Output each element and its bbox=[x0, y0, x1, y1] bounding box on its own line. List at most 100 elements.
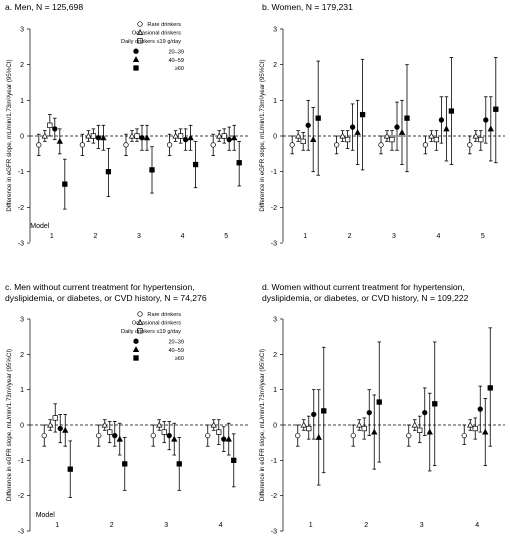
model-category-label: 4 bbox=[436, 233, 440, 240]
legend-label: Occasional drinkers bbox=[132, 31, 181, 37]
legend-label: ≥60 bbox=[175, 356, 184, 362]
legend-label: 20–39 bbox=[168, 49, 184, 55]
data-point bbox=[366, 409, 372, 416]
panel-title: b. Women, N = 179,231 bbox=[262, 2, 353, 13]
data-point bbox=[406, 432, 412, 439]
y-tick-label: -1 bbox=[18, 458, 24, 465]
y-tick-label: 1 bbox=[273, 387, 277, 394]
data-point bbox=[417, 427, 423, 433]
data-point bbox=[389, 136, 395, 143]
data-point bbox=[52, 126, 58, 132]
y-tick-label: -2 bbox=[271, 205, 277, 212]
data-point bbox=[192, 161, 199, 168]
y-tick-label: 0 bbox=[273, 134, 277, 141]
y-tick-label: 2 bbox=[20, 62, 24, 69]
data-point bbox=[404, 115, 410, 121]
y-axis-label: Difference in eGFR slope, mL/min/1.73m²/… bbox=[259, 349, 266, 501]
data-point bbox=[371, 428, 378, 435]
data-point bbox=[176, 461, 182, 467]
data-point bbox=[41, 432, 47, 439]
data-point bbox=[172, 132, 179, 139]
data-point bbox=[438, 117, 445, 123]
data-point bbox=[101, 421, 108, 428]
legend-label: 20–39 bbox=[168, 339, 184, 345]
data-point bbox=[487, 125, 494, 132]
y-tick-label: -3 bbox=[18, 241, 24, 248]
data-point bbox=[306, 425, 312, 432]
y-tick-label: -3 bbox=[18, 529, 24, 536]
data-point bbox=[56, 137, 63, 144]
data-point bbox=[128, 132, 136, 139]
data-point bbox=[422, 409, 428, 416]
data-point bbox=[210, 142, 216, 148]
legend-label: Rare drinkers bbox=[147, 22, 181, 28]
data-point bbox=[112, 432, 118, 439]
data-point bbox=[62, 426, 69, 433]
y-tick-label: -3 bbox=[271, 529, 277, 536]
data-point bbox=[210, 421, 217, 428]
panel-a: 3 2 1 0 -1 -2 -3 Difference in eGFR slope, mL/m… bbox=[6, 21, 248, 248]
data-point bbox=[310, 136, 317, 143]
y-tick-label: 1 bbox=[20, 387, 24, 394]
legend-marker bbox=[133, 65, 139, 71]
data-point bbox=[166, 142, 173, 148]
y-tick-label: 2 bbox=[20, 352, 24, 359]
legend-marker bbox=[137, 328, 143, 334]
data-point bbox=[300, 138, 306, 145]
data-point bbox=[432, 401, 438, 407]
data-point bbox=[90, 133, 97, 139]
y-tick-label: 3 bbox=[273, 27, 277, 34]
panel-title-line: dyslipidemia, or diabetes, or CVD histor… bbox=[5, 293, 207, 303]
panel-title-line: b. Women, N = 179,231 bbox=[262, 2, 353, 12]
y-tick-label: 2 bbox=[273, 352, 277, 359]
y-tick-label: -1 bbox=[271, 169, 277, 176]
data-point bbox=[216, 132, 223, 139]
data-point bbox=[205, 432, 211, 439]
model-category-label: 1 bbox=[303, 233, 307, 240]
model-category-label: 3 bbox=[137, 233, 141, 240]
data-point bbox=[467, 421, 474, 428]
data-point bbox=[41, 132, 48, 139]
data-point bbox=[305, 122, 311, 128]
y-tick-label: 3 bbox=[273, 317, 277, 324]
panel-b: 3 2 1 0 -1 -2 -3 Difference in eGFR slope, mL/m… bbox=[259, 27, 505, 248]
data-point bbox=[96, 432, 102, 439]
legend-label: Daily drinkers ≤19 g/day bbox=[121, 329, 181, 335]
data-point bbox=[378, 142, 384, 148]
legend-marker bbox=[132, 56, 140, 63]
data-point bbox=[472, 132, 479, 139]
model-category-label: 3 bbox=[420, 522, 424, 529]
legend-marker bbox=[137, 311, 143, 317]
data-point bbox=[394, 124, 400, 130]
data-point bbox=[79, 142, 86, 148]
data-point bbox=[100, 134, 107, 141]
data-point bbox=[231, 134, 238, 141]
legend-marker bbox=[137, 38, 143, 44]
data-point bbox=[62, 181, 68, 187]
data-point bbox=[150, 432, 156, 439]
panel-title: a. Men, N = 125,698 bbox=[5, 2, 83, 13]
panel-title-line: c. Men without current treatment for hyp… bbox=[5, 282, 195, 292]
data-point bbox=[398, 128, 406, 135]
y-tick-label: -3 bbox=[271, 241, 277, 248]
model-category-label: 2 bbox=[348, 233, 352, 240]
y-axis-label: Difference in eGFR slope, mL/min/1.73m²/… bbox=[6, 349, 13, 501]
y-tick-label: -1 bbox=[18, 169, 24, 176]
data-point bbox=[47, 122, 53, 128]
data-point bbox=[143, 134, 151, 141]
model-category-label: 1 bbox=[309, 522, 313, 529]
legend-marker bbox=[132, 346, 140, 353]
data-point bbox=[487, 385, 493, 391]
data-point bbox=[226, 136, 232, 143]
y-tick-label: 3 bbox=[20, 27, 24, 34]
data-point bbox=[383, 132, 391, 139]
data-point bbox=[171, 435, 178, 442]
panel-title-line: a. Men, N = 125,698 bbox=[5, 2, 84, 12]
data-point bbox=[411, 421, 418, 428]
legend-label: Rare drinkers bbox=[147, 312, 181, 318]
data-point bbox=[433, 136, 440, 143]
data-point bbox=[300, 421, 307, 428]
data-point bbox=[349, 124, 356, 130]
data-point bbox=[95, 135, 102, 141]
